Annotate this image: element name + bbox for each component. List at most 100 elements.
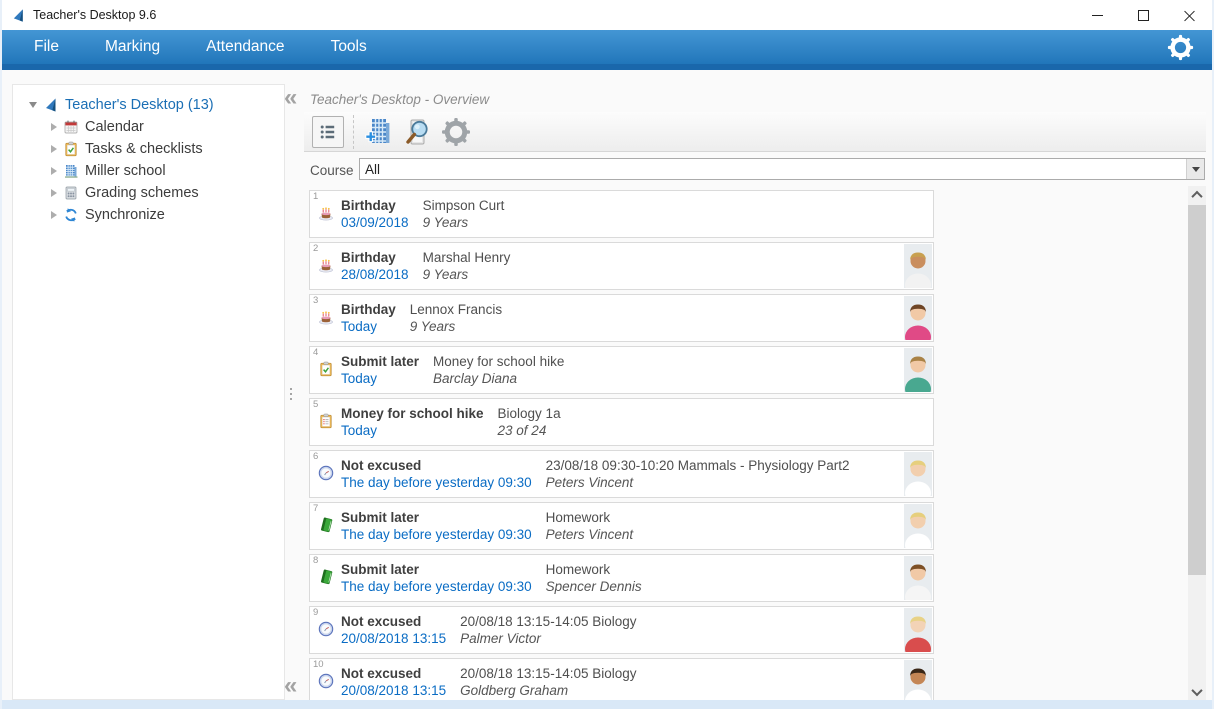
book-icon	[318, 517, 334, 533]
app-logo-icon	[11, 8, 26, 23]
item-date-link[interactable]: 28/08/2018	[341, 267, 409, 282]
collapse-panel-bottom-icon[interactable]: «	[284, 672, 298, 699]
chevron-up-icon	[1191, 190, 1203, 202]
toolbar	[304, 112, 1206, 152]
menu-tools[interactable]: Tools	[330, 38, 367, 55]
item-detail: Homework	[545, 510, 611, 525]
settings-gear-icon[interactable]	[1167, 34, 1194, 61]
sidebar-item-calendar[interactable]: Calendar	[51, 116, 284, 138]
item-title: Money for school hike	[341, 406, 484, 421]
sidebar-item-tasks[interactable]: Tasks & checklists	[51, 138, 284, 160]
item-date-link[interactable]: Today	[341, 319, 378, 334]
app-logo-icon	[43, 97, 59, 113]
item-detail: Simpson Curt	[422, 198, 505, 213]
scrollbar-thumb[interactable]	[1188, 205, 1206, 575]
sidebar-item-root[interactable]: Teacher's Desktop (13)	[29, 93, 284, 116]
tree-children: Calendar Tasks & checklists Miller schoo…	[29, 116, 284, 226]
student-photo	[904, 660, 932, 700]
sidebar-item-label: Tasks & checklists	[85, 141, 203, 157]
menu-file[interactable]: File	[34, 38, 59, 55]
item-subdetail: Goldberg Graham	[460, 683, 569, 698]
close-button[interactable]	[1166, 0, 1212, 30]
maximize-button[interactable]	[1120, 0, 1166, 30]
scroll-up-button[interactable]	[1188, 186, 1206, 203]
row-number: 2	[313, 243, 319, 254]
item-title: Not excused	[341, 458, 422, 473]
row-number: 10	[313, 659, 324, 670]
item-subdetail: Peters Vincent	[545, 527, 634, 542]
overview-list-button[interactable]	[312, 115, 344, 148]
dropdown-button[interactable]	[1186, 159, 1204, 179]
item-date-link[interactable]: 20/08/2018 13:15	[341, 683, 447, 698]
course-value: All	[365, 161, 381, 177]
settings-button[interactable]	[441, 117, 471, 147]
course-label: Course	[310, 163, 354, 178]
list-item[interactable]: 3 Birthday Today Lennox Francis 9 Years	[309, 294, 934, 342]
collapse-panel-icon[interactable]: «	[284, 84, 298, 111]
sidebar-item-label: Grading schemes	[85, 185, 199, 201]
minimize-button[interactable]	[1074, 0, 1120, 30]
row-number: 3	[313, 295, 319, 306]
close-icon	[1184, 10, 1195, 21]
item-date-link[interactable]: The day before yesterday 09:30	[341, 475, 532, 490]
chevron-down-icon	[1191, 166, 1200, 172]
list-item[interactable]: 1 Birthday 03/09/2018 Simpson Curt 9 Yea…	[309, 190, 934, 238]
student-photo	[904, 348, 932, 392]
birthday-cake-icon	[318, 205, 334, 221]
expand-arrow-icon[interactable]	[51, 211, 57, 219]
item-title: Not excused	[341, 614, 422, 629]
course-dropdown[interactable]: All	[359, 158, 1205, 180]
sidebar-item-label: Calendar	[85, 119, 144, 135]
list-item[interactable]: 6 Not excused The day before yesterday 0…	[309, 450, 934, 498]
menu-marking[interactable]: Marking	[104, 38, 161, 55]
minimize-icon	[1091, 14, 1103, 16]
student-photo	[904, 296, 932, 340]
expand-arrow-icon[interactable]	[51, 123, 57, 131]
item-date-link[interactable]: 20/08/2018 13:15	[341, 631, 447, 646]
vertical-scrollbar[interactable]	[1188, 186, 1206, 700]
search-button[interactable]	[402, 117, 432, 147]
item-date-link[interactable]: 03/09/2018	[341, 215, 409, 230]
menu-attendance[interactable]: Attendance	[206, 38, 285, 55]
item-date-link[interactable]: The day before yesterday 09:30	[341, 579, 532, 594]
item-date-link[interactable]: Today	[341, 423, 378, 438]
sidebar-item-miller-school[interactable]: Miller school	[51, 160, 284, 182]
sidebar-panel: Teacher's Desktop (13) Calendar Tasks & …	[12, 84, 285, 700]
sidebar-item-synchronize[interactable]: Synchronize	[51, 204, 284, 226]
expand-arrow-icon[interactable]	[51, 189, 57, 197]
collapse-arrow-icon[interactable]	[29, 101, 37, 108]
list-item[interactable]: 5 Money for school hike Today Biology 1a…	[309, 398, 934, 446]
expand-arrow-icon[interactable]	[51, 145, 57, 153]
item-title: Not excused	[341, 666, 422, 681]
scroll-down-button[interactable]	[1188, 683, 1206, 700]
splitter-handle[interactable]	[290, 388, 292, 400]
list-item[interactable]: 4 Submit later Today Money for school hi…	[309, 346, 934, 394]
item-subdetail: 23 of 24	[497, 423, 547, 438]
list-item[interactable]: 10 Not excused 20/08/2018 13:15 20/08/18…	[309, 658, 934, 700]
window-title: Teacher's Desktop 9.6	[33, 8, 157, 22]
menu-items: File Marking Attendance Tools	[34, 38, 367, 56]
item-detail: 20/08/18 13:15-14:05 Biology	[460, 614, 637, 629]
item-detail: 23/08/18 09:30-10:20 Mammals - Physiolog…	[545, 458, 850, 473]
title-bar: Teacher's Desktop 9.6	[2, 0, 1212, 30]
sidebar-item-grading-schemes[interactable]: Grading schemes	[51, 182, 284, 204]
expand-arrow-icon[interactable]	[51, 167, 57, 175]
clock-icon	[318, 465, 334, 481]
item-title: Birthday	[341, 198, 396, 213]
row-number: 6	[313, 451, 319, 462]
chevron-down-icon	[1191, 684, 1203, 696]
item-subdetail: Palmer Victor	[460, 631, 541, 646]
item-date-link[interactable]: Today	[341, 371, 378, 386]
item-subdetail: Peters Vincent	[545, 475, 634, 490]
add-school-button[interactable]	[363, 117, 393, 147]
overview-list: 1 Birthday 03/09/2018 Simpson Curt 9 Yea…	[304, 186, 1188, 700]
list-icon	[318, 122, 338, 142]
item-date-link[interactable]: The day before yesterday 09:30	[341, 527, 532, 542]
student-photo	[904, 608, 932, 652]
list-item[interactable]: 9 Not excused 20/08/2018 13:15 20/08/18 …	[309, 606, 934, 654]
school-icon	[63, 163, 79, 179]
toolbar-separator	[353, 114, 354, 149]
list-item[interactable]: 8 Submit later The day before yesterday …	[309, 554, 934, 602]
list-item[interactable]: 2 Birthday 28/08/2018 Marshal Henry 9 Ye…	[309, 242, 934, 290]
list-item[interactable]: 7 Submit later The day before yesterday …	[309, 502, 934, 550]
